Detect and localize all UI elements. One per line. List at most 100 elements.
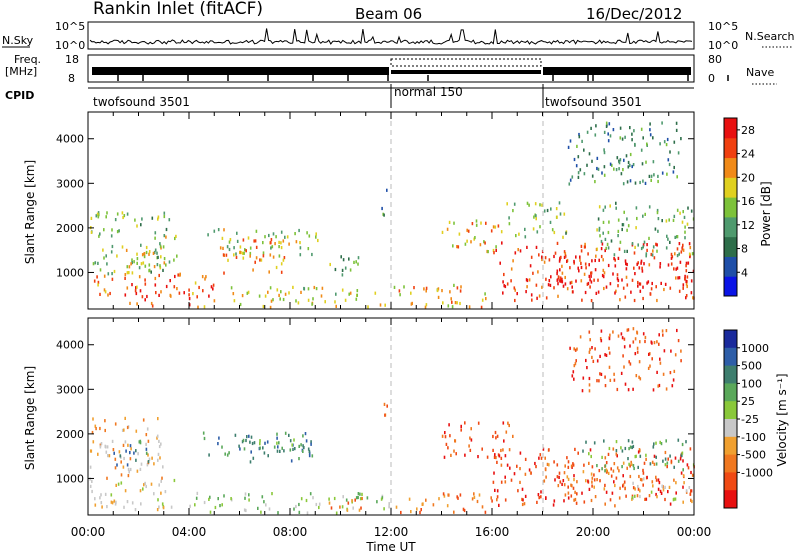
power-cell [158, 273, 160, 278]
velocity-cell [441, 434, 444, 438]
velocity-cell [259, 439, 261, 443]
power-cell [159, 242, 161, 246]
power-cell [249, 246, 252, 250]
power-cell [679, 211, 681, 215]
power-cell [685, 294, 688, 298]
power-cell [324, 300, 326, 304]
power-cell [122, 215, 124, 220]
power-cell [280, 246, 283, 250]
velocity-cell [294, 447, 296, 451]
velocity-cell [638, 375, 640, 379]
velocity-cell [657, 384, 659, 388]
velocity-cell [630, 462, 633, 466]
velocity-cell [494, 488, 496, 492]
power-cell [144, 264, 147, 268]
power-colorbar-swatch-0 [724, 276, 737, 297]
nsky-panel [87, 21, 695, 50]
power-cell [490, 229, 493, 233]
power-colorbar-swatch-2 [724, 236, 737, 257]
velocity-cell [462, 507, 465, 511]
power-cell [282, 258, 285, 262]
power-cell [286, 235, 289, 239]
velocity-cell [583, 463, 585, 467]
velocity-cell [509, 466, 511, 470]
velocity-cell [680, 359, 682, 363]
power-cell [531, 298, 533, 302]
power-cell [126, 212, 129, 216]
velocity-cell [593, 485, 595, 489]
velocity-cell [668, 485, 671, 489]
power-cell [624, 135, 626, 139]
velocity-colorbar-swatch-3 [724, 383, 737, 402]
power-cell [613, 253, 616, 257]
power-cell [667, 158, 670, 162]
velocity-cell [623, 480, 626, 484]
power-cell [128, 271, 130, 275]
power-cell [157, 217, 159, 221]
power-cell [624, 259, 627, 263]
velocity-cell [153, 462, 155, 466]
power-cell [315, 235, 317, 239]
velocity-cell [498, 454, 501, 458]
velocity-cell [500, 456, 503, 460]
power-cell [205, 275, 207, 279]
velocity-cell [589, 448, 592, 452]
velocity-cell [464, 421, 466, 425]
velocity-cell [493, 455, 496, 459]
velocity-cell [298, 502, 300, 507]
power-cell [670, 262, 673, 266]
power-cell [684, 230, 686, 234]
velocity-ytick-label-2: 3000 [56, 383, 84, 396]
velocity-cell [628, 447, 630, 451]
power-cell [656, 243, 658, 247]
velocity-cell [601, 455, 603, 459]
velocity-cell [380, 497, 383, 501]
velocity-cell [244, 496, 246, 500]
velocity-cell [504, 475, 506, 479]
power-cell [247, 290, 250, 294]
velocity-cell [127, 443, 129, 447]
power-cell [94, 261, 97, 265]
power-cell [690, 209, 693, 213]
velocity-cell [107, 454, 109, 458]
power-cell [626, 262, 628, 267]
velocity-colorbar-swatch-1 [724, 347, 737, 367]
power-cell [591, 259, 593, 263]
power-cell [591, 174, 594, 178]
power-cell [627, 160, 630, 165]
power-cell [626, 228, 628, 232]
power-cell [536, 230, 539, 234]
velocity-cell [665, 439, 667, 443]
velocity-cell [189, 504, 191, 508]
velocity-cell [251, 441, 254, 446]
power-cell [532, 271, 534, 275]
power-cell [236, 231, 238, 235]
velocity-cell [528, 468, 531, 472]
velocity-cell [305, 439, 308, 443]
power-cell [320, 294, 323, 298]
power-cell [269, 305, 272, 309]
power-cell [470, 240, 472, 244]
velocity-cell [655, 475, 657, 479]
power-cell [569, 178, 572, 182]
power-cell [666, 137, 669, 142]
power-cell [586, 163, 588, 167]
power-cell [272, 298, 274, 302]
velocity-cell [637, 484, 639, 489]
power-cell [121, 211, 124, 215]
power-cell [636, 216, 638, 221]
power-cell [98, 234, 100, 238]
power-cell [543, 260, 546, 264]
power-cell [617, 218, 620, 222]
power-colorbar-tick-label-1: 8 [741, 243, 748, 256]
velocity-cell [620, 371, 623, 375]
velocity-cell [94, 497, 96, 501]
velocity-cell [567, 496, 570, 500]
power-cell [381, 206, 383, 211]
velocity-cell [613, 378, 616, 382]
velocity-cell [310, 440, 312, 444]
power-cell [688, 242, 691, 246]
power-cell [254, 260, 256, 264]
power-cell [165, 235, 167, 239]
power-cell [680, 137, 682, 141]
